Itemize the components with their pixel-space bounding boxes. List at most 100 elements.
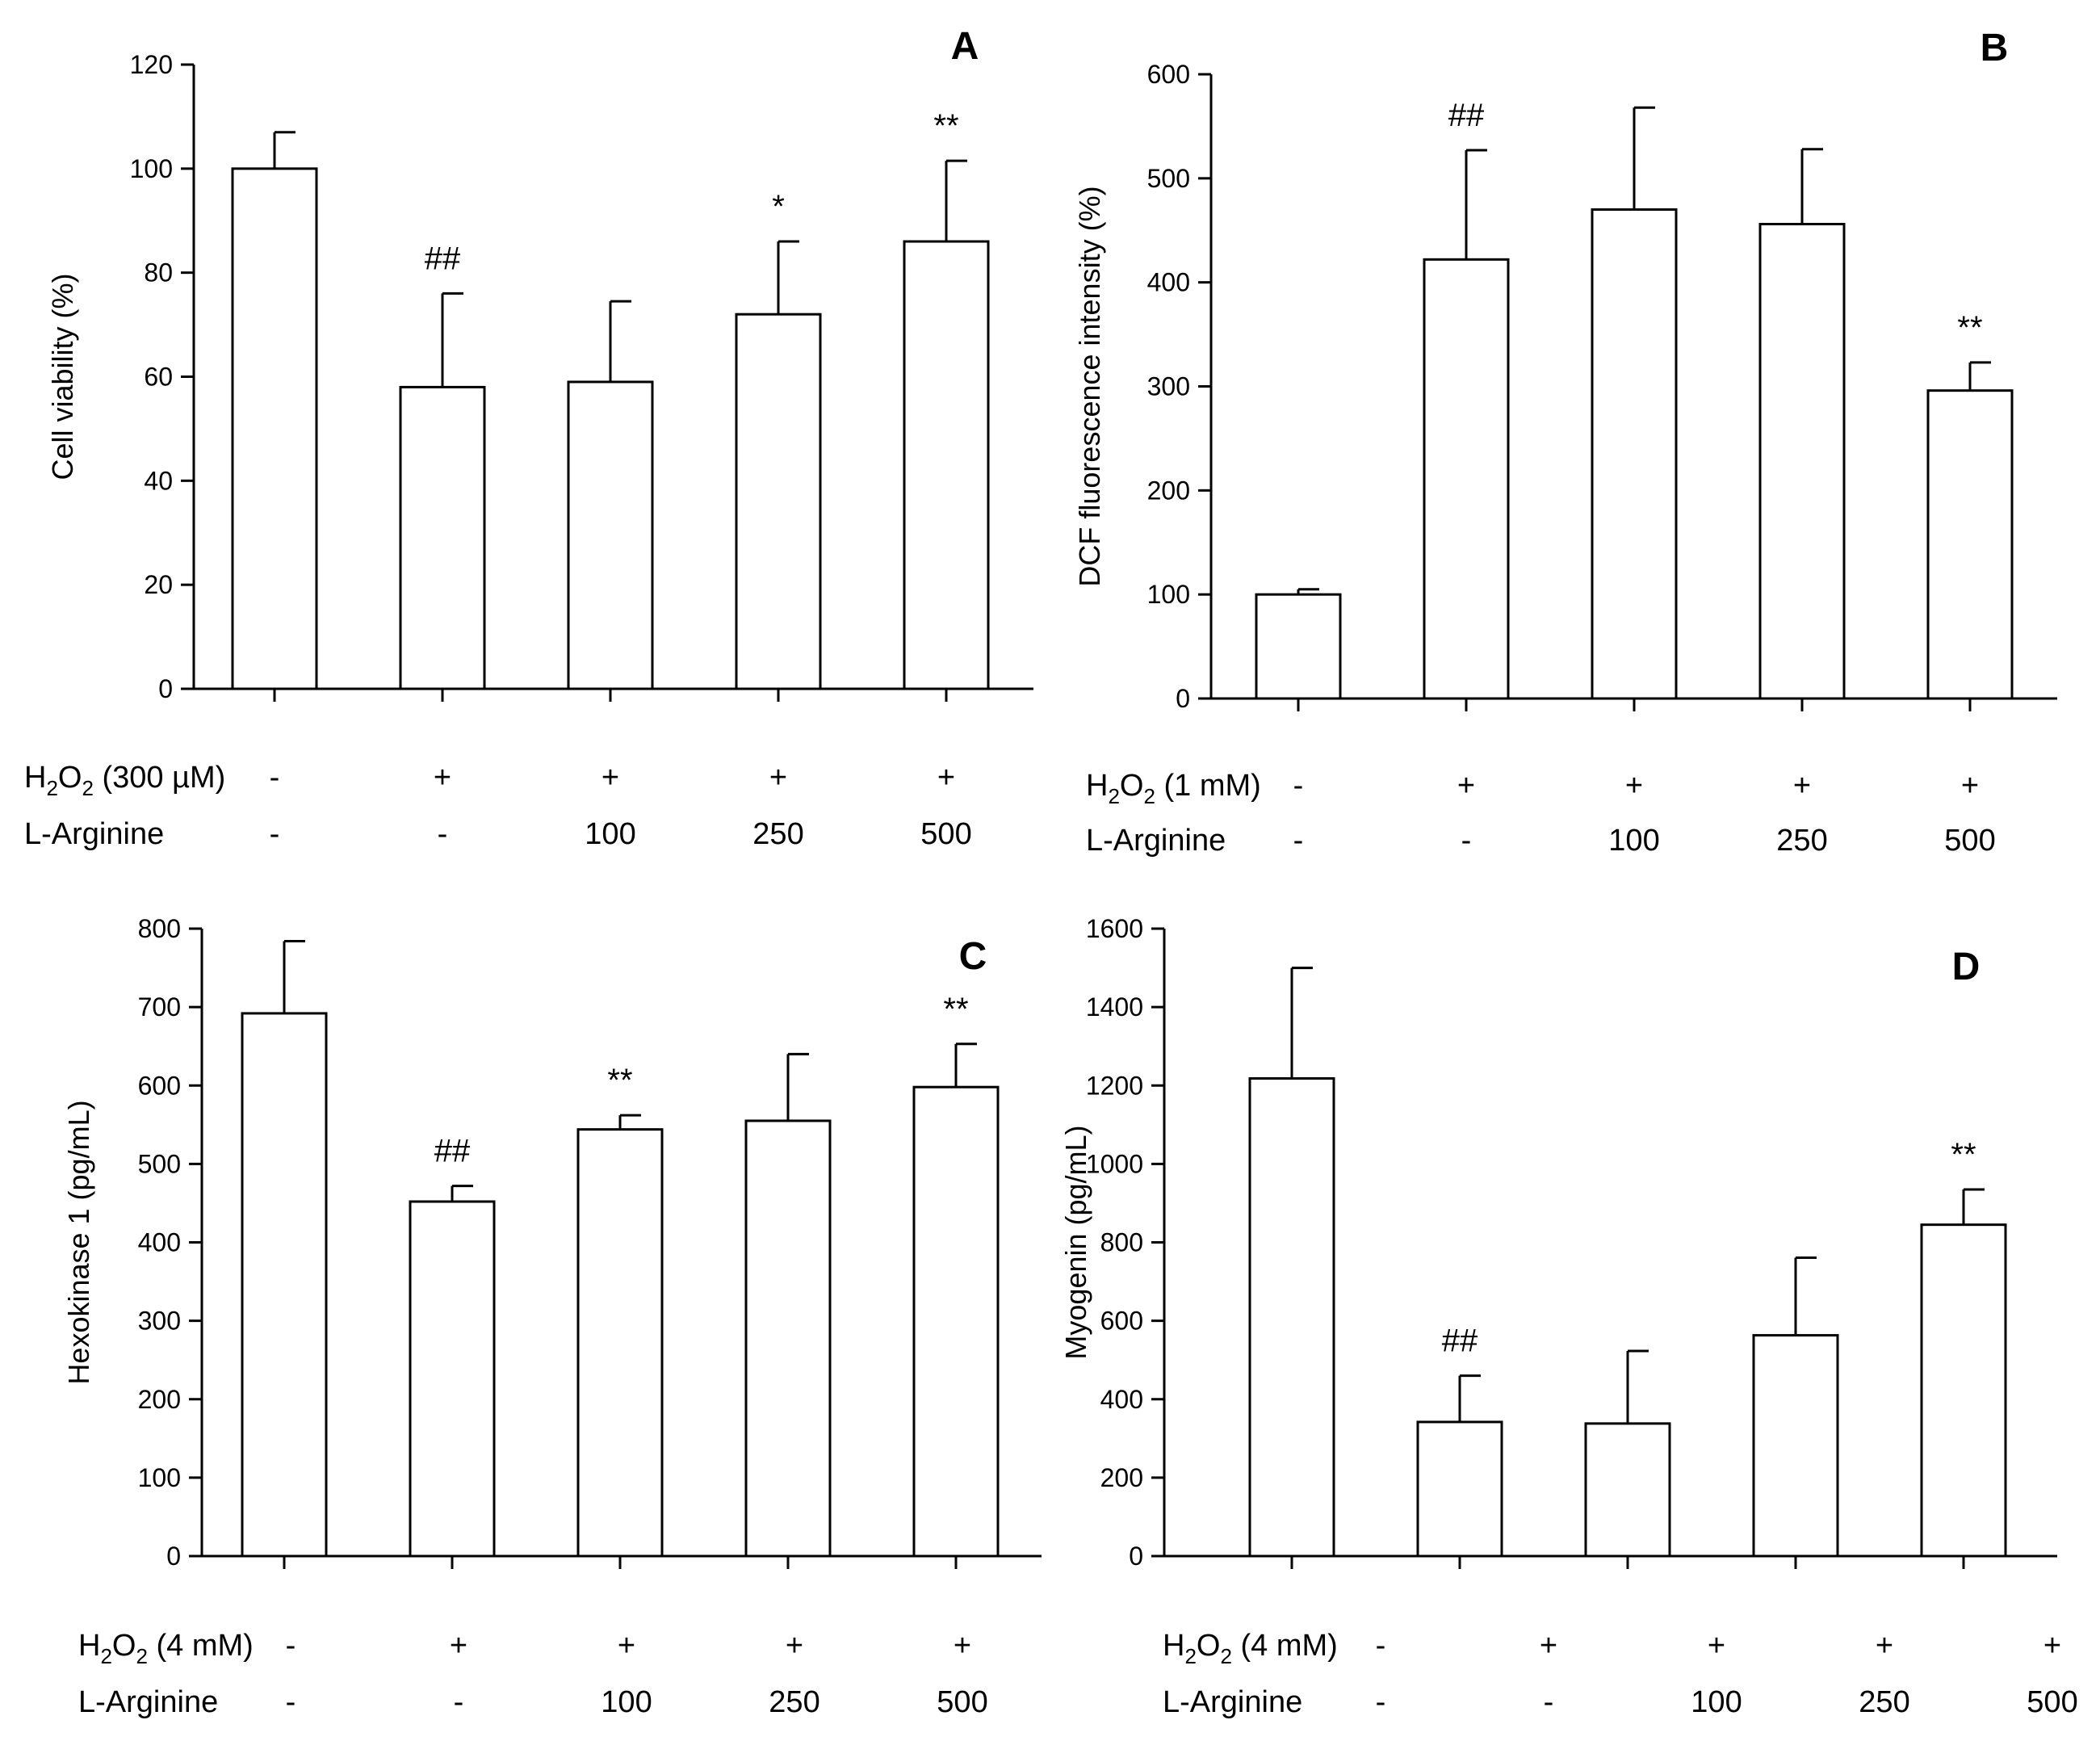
bar — [1423, 258, 1510, 700]
condition-value: 500 — [920, 817, 971, 851]
y-axis-label: Hexokinase 1 (pg/mL) — [62, 1100, 95, 1384]
y-tick-label: 400 — [1147, 268, 1190, 297]
condition-value: - — [1461, 824, 1472, 858]
significance-mark: * — [772, 189, 785, 224]
bar — [1248, 1077, 1335, 1558]
significance-mark: ## — [1448, 98, 1485, 133]
y-tick-label: 1000 — [1086, 1149, 1143, 1178]
y-tick-label: 400 — [138, 1228, 181, 1257]
condition-value: + — [954, 1629, 971, 1663]
bar — [1758, 223, 1846, 700]
bar — [399, 385, 486, 690]
y-tick-label: 200 — [1100, 1463, 1143, 1492]
significance-mark: ** — [607, 1063, 632, 1098]
y-tick-label: 300 — [138, 1307, 181, 1336]
condition-value: 500 — [937, 1685, 987, 1719]
y-tick-label: 0 — [158, 674, 173, 703]
y-tick-label: 60 — [144, 363, 173, 392]
condition-value: + — [601, 761, 619, 795]
condition-value: - — [286, 1629, 296, 1663]
significance-mark: ** — [1957, 310, 1982, 346]
condition-value: 250 — [769, 1685, 819, 1719]
condition-value: - — [286, 1685, 296, 1719]
condition-value: - — [1376, 1685, 1386, 1719]
condition-value: - — [438, 817, 448, 851]
condition-value: - — [454, 1685, 464, 1719]
condition-value: 100 — [601, 1685, 652, 1719]
condition-value: + — [1793, 769, 1811, 803]
bar — [231, 167, 318, 690]
condition-value: + — [1961, 769, 1979, 803]
significance-mark: ** — [1951, 1137, 1976, 1173]
condition-value: + — [618, 1629, 635, 1663]
y-tick-label: 300 — [1147, 372, 1190, 401]
panel-letter: B — [1981, 27, 2009, 69]
y-tick-label: 200 — [138, 1385, 181, 1414]
bar — [1416, 1420, 1503, 1558]
y-axis-label: Myogenin (pg/mL) — [1059, 1125, 1092, 1359]
y-tick-label: 600 — [138, 1071, 181, 1100]
condition-value: + — [2043, 1629, 2061, 1663]
panel-letter: A — [951, 25, 979, 68]
y-tick-label: 100 — [130, 154, 173, 183]
bar — [576, 1128, 664, 1558]
condition-value: - — [270, 761, 280, 795]
condition-value: 500 — [2027, 1685, 2077, 1719]
condition-value: + — [937, 761, 955, 795]
condition-value: + — [769, 761, 787, 795]
significance-mark: ## — [434, 1134, 471, 1169]
bar — [744, 1119, 832, 1558]
panel-letter: D — [1952, 946, 1981, 988]
y-tick-label: 20 — [144, 570, 173, 599]
y-tick-label: 600 — [1100, 1307, 1143, 1336]
condition-value: 100 — [1608, 824, 1659, 858]
significance-mark: ## — [425, 241, 461, 276]
y-tick-label: 1600 — [1086, 914, 1143, 943]
condition-value: - — [1376, 1629, 1386, 1663]
y-tick-label: 100 — [1147, 580, 1190, 609]
panel-b: 0 100 200 300 400 500 600 DCF fluorescence inte… — [1073, 27, 2057, 858]
significance-mark: ** — [933, 108, 958, 144]
panel-c: 0 100 200 300 400 500 600 700 800 Hexokinase 1 (p… — [62, 914, 1042, 1719]
condition-label-arginine: L-Arginine — [1086, 824, 1226, 858]
y-tick-label: 800 — [1100, 1228, 1143, 1257]
bar — [912, 1085, 1000, 1558]
y-tick-label: 700 — [138, 992, 181, 1022]
condition-value: + — [786, 1629, 803, 1663]
bar — [1920, 1223, 2007, 1558]
condition-value: + — [1625, 769, 1643, 803]
condition-value: 250 — [1859, 1685, 1909, 1719]
y-tick-label: 600 — [1147, 60, 1190, 89]
bar — [1584, 1422, 1671, 1558]
condition-label-h2o2: H2O2 (1 mM) — [1086, 769, 1261, 808]
condition-value: + — [434, 761, 451, 795]
bar — [241, 1012, 328, 1558]
y-tick-label: 100 — [138, 1463, 181, 1492]
significance-mark: ** — [943, 992, 968, 1027]
bar — [1255, 593, 1342, 700]
condition-label-arginine: L-Arginine — [1163, 1685, 1302, 1719]
y-tick-label: 1200 — [1086, 1071, 1143, 1100]
panel-letter: C — [959, 935, 987, 978]
condition-label-h2o2: H2O2 (4 mM) — [1163, 1629, 1338, 1668]
condition-value: + — [1540, 1629, 1557, 1663]
condition-value: 100 — [1691, 1685, 1742, 1719]
bar — [409, 1200, 496, 1558]
condition-value: + — [1876, 1629, 1893, 1663]
condition-label-h2o2: H2O2 (300 µM) — [24, 761, 225, 800]
y-tick-label: 0 — [166, 1542, 181, 1571]
y-tick-label: 1400 — [1086, 992, 1143, 1022]
significance-mark: ## — [1442, 1324, 1478, 1359]
y-tick-label: 400 — [1100, 1385, 1143, 1414]
panel-d: 0 200 400 600 800 1000 1200 1400 1600 Myogenin (p… — [1059, 914, 2078, 1719]
condition-value: 500 — [1944, 824, 1995, 858]
y-tick-label: 80 — [144, 258, 173, 287]
bar — [1926, 389, 2014, 700]
bar — [1591, 208, 1678, 700]
bar — [903, 240, 990, 690]
y-axis-label: DCF fluorescence intensity (%) — [1073, 186, 1106, 586]
condition-value: - — [1293, 769, 1304, 803]
y-tick-label: 800 — [138, 914, 181, 943]
